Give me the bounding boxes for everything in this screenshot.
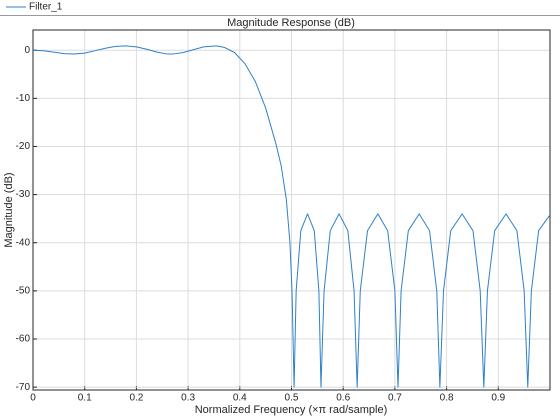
x-tick-label: 0: [30, 393, 36, 404]
x-tick-label: 0.3: [181, 393, 195, 404]
y-tick-label: -40: [16, 237, 31, 248]
legend-label: Filter_1: [29, 2, 63, 13]
y-tick-label: -60: [16, 334, 31, 345]
y-tick-label: -30: [16, 189, 31, 200]
x-axis-label: Normalized Frequency (×π rad/sample): [195, 404, 388, 416]
series-line: [32, 45, 551, 388]
y-tick-label: 0: [24, 45, 30, 56]
y-tick-label: -10: [16, 93, 31, 104]
x-tick-label: 0.8: [440, 393, 454, 404]
x-tick-label: 0.6: [336, 393, 350, 404]
y-axis-label: Magnitude (dB): [3, 172, 15, 247]
x-tick-label: 0.5: [285, 393, 299, 404]
plot-frame: [32, 29, 551, 391]
y-tick-label: -50: [16, 285, 31, 296]
x-tick-label: 0.9: [491, 393, 505, 404]
chart-title: Magnitude Response (dB): [227, 17, 355, 29]
x-tick-label: 0.2: [129, 393, 143, 404]
x-tick-label: 0.1: [78, 393, 92, 404]
x-tick-label: 0.4: [233, 393, 247, 404]
y-tick-label: -70: [16, 382, 31, 393]
y-tick-label: -20: [16, 141, 31, 152]
x-tick-label: 0.7: [388, 393, 402, 404]
